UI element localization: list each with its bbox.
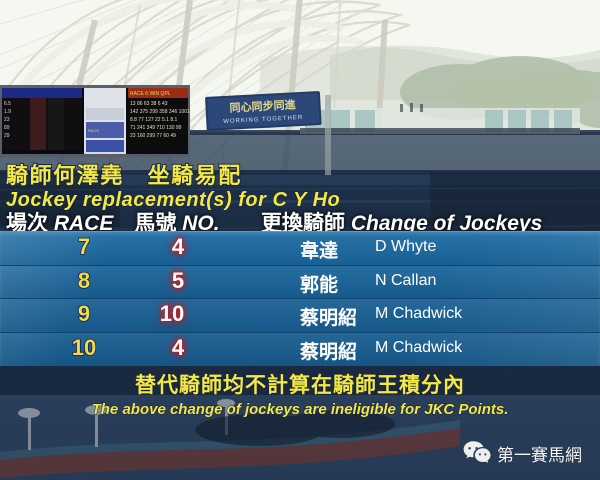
svg-text:23: 23	[4, 117, 10, 123]
svg-text:13 86 63 38 6 43: 13 86 63 38 6 43	[130, 101, 168, 107]
svg-text:RACE 6 WIN QPL: RACE 6 WIN QPL	[130, 91, 171, 97]
svg-text:142 375 299 358 346 1001: 142 375 299 358 346 1001	[130, 109, 190, 115]
svg-text:8.8 77 127 22 5.1 8.1: 8.8 77 127 22 5.1 8.1	[130, 117, 177, 123]
svg-text:1.9: 1.9	[4, 109, 11, 115]
svg-text:6.5: 6.5	[4, 101, 11, 107]
